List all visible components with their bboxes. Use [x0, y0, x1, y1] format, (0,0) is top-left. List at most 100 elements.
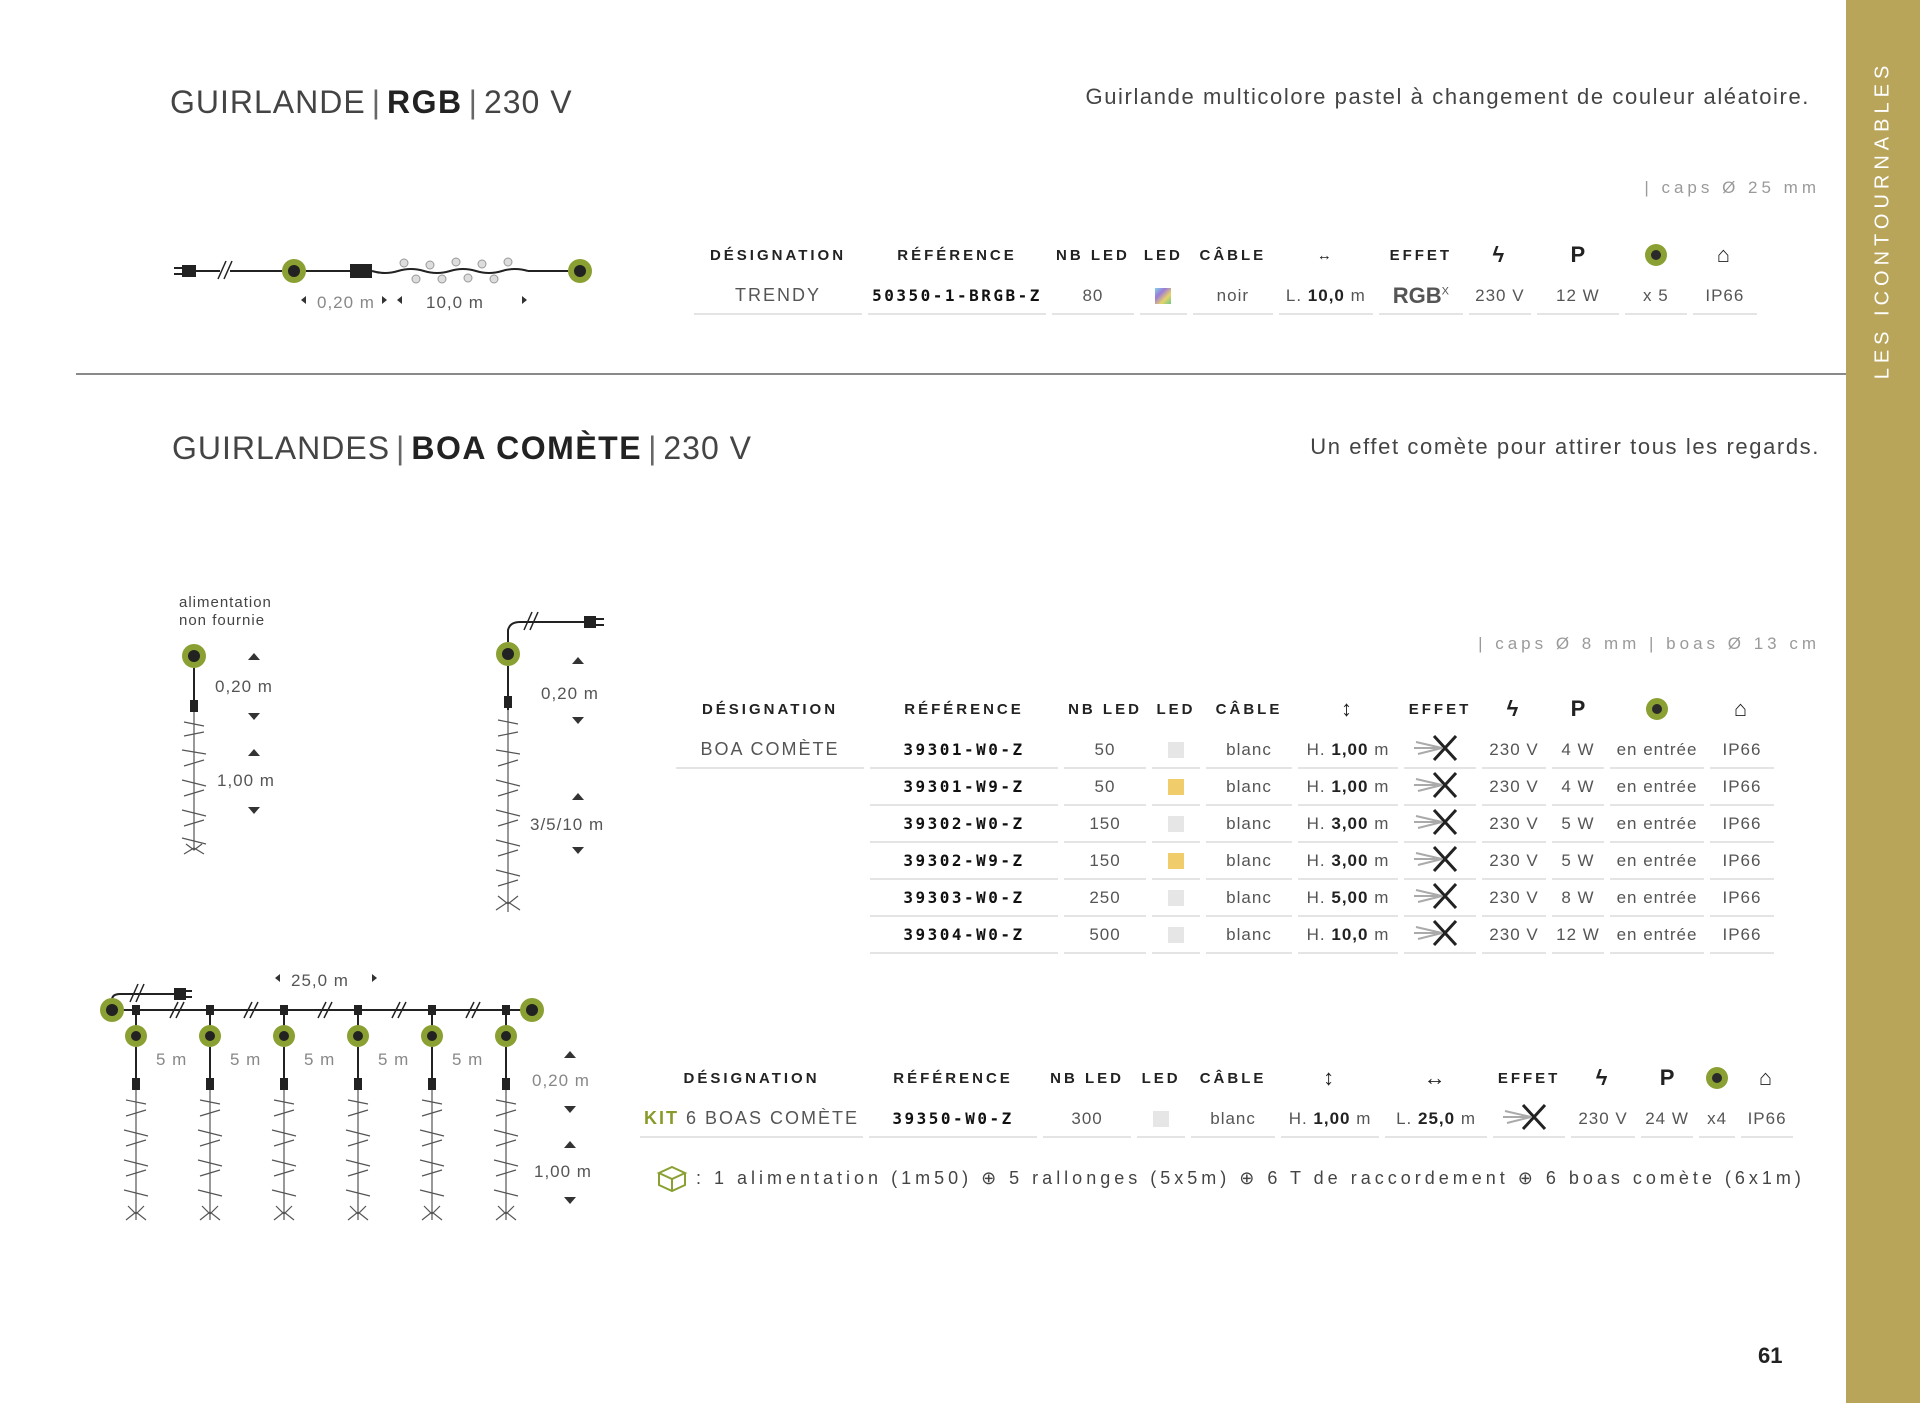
cell-designation — [676, 769, 864, 806]
cell-led — [1139, 278, 1187, 315]
kit-dim-b: 1,00 m — [534, 1162, 592, 1181]
cell-reference: 39301-W9-Z — [870, 769, 1058, 806]
rgb-garland-diagram — [174, 257, 592, 304]
comet-effect-icon — [1404, 843, 1476, 880]
col-nb-led: NB LED — [1056, 246, 1130, 264]
col-nb-led: NB LED — [1050, 1069, 1124, 1087]
cell-height: H. 3,00 m — [1298, 806, 1398, 843]
cell-nb-led: 80 — [1052, 278, 1134, 315]
cell-ip: IP66 — [1710, 769, 1774, 806]
cell-connect: en entrée — [1610, 917, 1704, 954]
cell-reference: 39304-W0-Z — [870, 917, 1058, 954]
cell-cable: blanc — [1206, 917, 1292, 954]
section1-caps-note: | caps Ø 25 mm — [1644, 178, 1820, 197]
rgb-spec-table: DÉSIGNATION RÉFÉRENCE NB LED LED CÂBLE ↔… — [688, 232, 1763, 315]
height-value: 1,00 — [1313, 1108, 1351, 1128]
col-led: LED — [1156, 700, 1196, 718]
cell-height: H. 5,00 m — [1298, 880, 1398, 917]
kit-spacing-5: 5 m — [452, 1050, 484, 1069]
cell-designation — [676, 917, 864, 954]
height-value: 3,00 — [1331, 850, 1369, 870]
col-reference: RÉFÉRENCE — [904, 700, 1024, 718]
height-prefix: H. — [1306, 924, 1326, 944]
height-prefix: H. — [1306, 887, 1326, 907]
plug-icon — [174, 988, 186, 1000]
cell-ip: IP66 — [1692, 278, 1757, 315]
table-row: KIT 6 BOAS COMÈTE 39350-W0-Z 300 blanc H… — [640, 1101, 1794, 1138]
col-reference: RÉFÉRENCE — [893, 1069, 1013, 1087]
voltage-bolt-icon: ϟ — [1595, 1065, 1611, 1090]
boa-short-dim-a: 0,20 m — [215, 677, 273, 696]
table-row: TRENDY 50350-1-BRGB-Z 80 noir L. 10,0 m … — [694, 278, 1757, 315]
kit-dim-a: 0,20 m — [532, 1071, 590, 1090]
comet-effect-icon — [1404, 917, 1476, 954]
led-swatch — [1168, 742, 1184, 759]
section2-title-suffix: 230 V — [663, 430, 752, 466]
length-arrow-icon: ↔ — [1316, 246, 1335, 264]
effet-sup: X — [1441, 285, 1449, 298]
cell-reference: 39350-W0-Z — [869, 1101, 1038, 1138]
cell-power: 4 W — [1552, 769, 1604, 806]
cell-connect: en entrée — [1610, 769, 1704, 806]
col-effet: EFFET — [1389, 246, 1453, 264]
kit-contents: : 1 alimentation (1m50) ⊕ 5 rallonges (5… — [696, 1168, 1805, 1188]
cell-height: H. 1,00 m — [1281, 1101, 1380, 1138]
col-reference: RÉFÉRENCE — [897, 246, 1017, 264]
section2-title: GUIRLANDES | BOA COMÈTE | 230 V — [172, 430, 752, 466]
boa-long-diagram — [495, 611, 604, 912]
led-swatch — [1153, 1111, 1170, 1128]
col-power: P — [1570, 696, 1586, 721]
cell-nb-led: 50 — [1064, 732, 1146, 769]
section1-title-bold: RGB — [387, 84, 463, 120]
cell-reference: 39302-W9-Z — [870, 843, 1058, 880]
plug-icon — [584, 616, 596, 628]
kit-diagram — [100, 974, 576, 1221]
table-row: 39302-W9-Z 150 blanc H. 3,00 m 230 V 5 W… — [676, 843, 1774, 880]
kit-spacing-1: 5 m — [156, 1050, 188, 1069]
col-led: LED — [1143, 246, 1183, 264]
effet-text: RGB — [1392, 282, 1442, 308]
boa-long-dim-a: 0,20 m — [541, 684, 599, 703]
table-header-row: DÉSIGNATION RÉFÉRENCE NB LED LED CÂBLE ↕… — [676, 686, 1774, 732]
cell-nb-led: 50 — [1064, 769, 1146, 806]
cell-reference: 39301-W0-Z — [870, 732, 1058, 769]
length-prefix: L. — [1396, 1108, 1413, 1128]
cell-connect: x 5 — [1624, 278, 1687, 315]
house-icon: ⌂ — [1733, 696, 1751, 721]
col-designation: DÉSIGNATION — [701, 700, 839, 718]
table-row: 39303-W0-Z 250 blanc H. 5,00 m 230 V 8 W… — [676, 880, 1774, 917]
comet-effect-icon — [1404, 769, 1476, 806]
cell-voltage: 230 V — [1482, 769, 1546, 806]
col-effet: EFFET — [1497, 1069, 1561, 1087]
table-header-row: DÉSIGNATION RÉFÉRENCE NB LED LED CÂBLE ↔… — [694, 232, 1757, 278]
height-unit: m — [1356, 1108, 1372, 1128]
cell-connect: en entrée — [1610, 732, 1704, 769]
cell-height: H. 3,00 m — [1298, 843, 1398, 880]
height-prefix: H. — [1288, 1108, 1308, 1128]
length-value: 25,0 — [1418, 1108, 1456, 1128]
connector-head-icon — [1625, 232, 1687, 278]
cell-ip: IP66 — [1741, 1101, 1794, 1138]
kit-spacing-4: 5 m — [378, 1050, 410, 1069]
cell-voltage: 230 V — [1482, 806, 1546, 843]
col-cable: CÂBLE — [1199, 246, 1267, 264]
cell-led — [1152, 843, 1200, 880]
cell-connect: en entrée — [1610, 880, 1704, 917]
cell-voltage: 230 V — [1571, 1101, 1636, 1138]
cell-nb-led: 250 — [1064, 880, 1146, 917]
led-swatch — [1168, 816, 1184, 833]
cell-cable: blanc — [1206, 843, 1292, 880]
cell-designation: TRENDY — [694, 278, 862, 315]
cell-voltage: 230 V — [1482, 732, 1546, 769]
cell-voltage: 230 V — [1482, 880, 1546, 917]
led-swatch — [1168, 927, 1184, 944]
kit-spec-table: DÉSIGNATION RÉFÉRENCE NB LED LED CÂBLE ↕… — [634, 1055, 1799, 1138]
height-value: 3,00 — [1331, 813, 1369, 833]
cell-led — [1152, 769, 1200, 806]
designation-rest: 6 BOAS COMÈTE — [686, 1108, 860, 1128]
cell-ip: IP66 — [1710, 732, 1774, 769]
kit-spacing-2: 5 m — [230, 1050, 262, 1069]
cell-designation — [676, 880, 864, 917]
page-number: 61 — [1758, 1343, 1783, 1368]
voltage-bolt-icon: ϟ — [1492, 242, 1508, 267]
